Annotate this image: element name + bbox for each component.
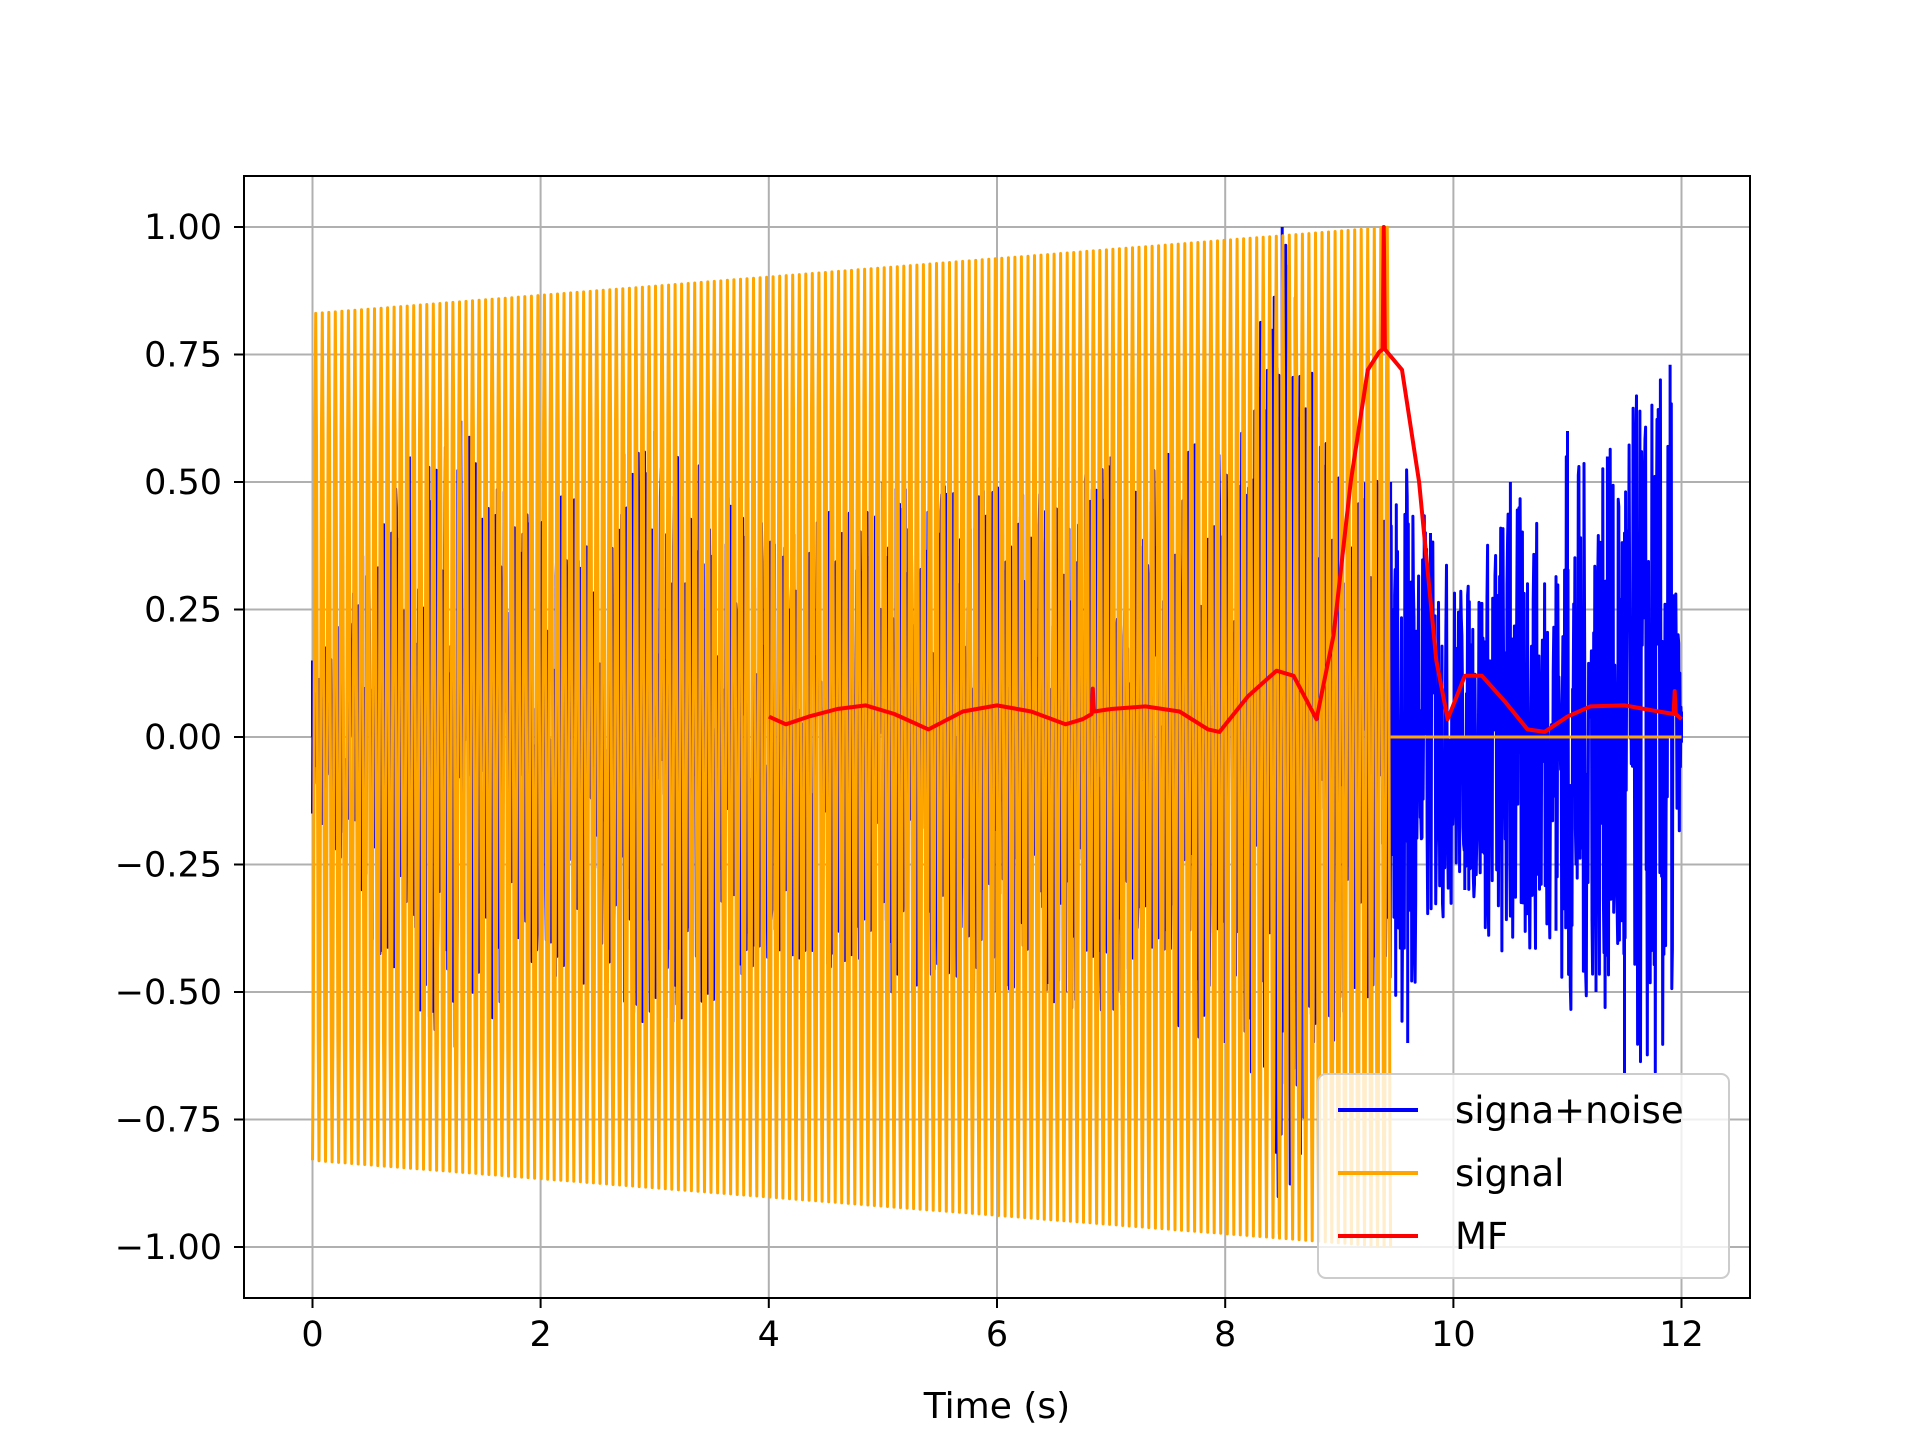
series-layer bbox=[311, 225, 1683, 1248]
y-tick-label: 0.50 bbox=[144, 463, 222, 503]
x-tick-label: 4 bbox=[758, 1315, 780, 1355]
x-tick-label: 8 bbox=[1214, 1315, 1236, 1355]
legend-label-signal: signal bbox=[1455, 1152, 1564, 1195]
y-tick-label: −0.75 bbox=[115, 1101, 222, 1141]
y-tick-label: 0.25 bbox=[144, 591, 222, 631]
x-tick-label: 10 bbox=[1431, 1315, 1476, 1355]
y-tick-label: −0.50 bbox=[115, 973, 222, 1013]
y-tick-label: 1.00 bbox=[144, 208, 222, 248]
y-tick-label: −0.25 bbox=[115, 846, 222, 886]
x-axis-label: Time (s) bbox=[923, 1386, 1070, 1427]
x-tick-label: 6 bbox=[986, 1315, 1008, 1355]
legend-label-signa-noise: signa+noise bbox=[1455, 1089, 1684, 1132]
x-tick-label: 0 bbox=[301, 1315, 323, 1355]
series-signal-line bbox=[311, 225, 1682, 1248]
tick-layer: 0 2 4 6 8 10 12 1.00 0.75 0.50 0.25 0.00 −0.25 −0.50 −… bbox=[115, 208, 1704, 1355]
legend-box bbox=[1317, 1073, 1730, 1279]
x-tick-label: 12 bbox=[1659, 1315, 1704, 1355]
y-tick-label: 0.00 bbox=[144, 718, 222, 758]
y-tick-label: −1.00 bbox=[115, 1228, 222, 1268]
y-tick-label: 0.75 bbox=[144, 336, 222, 376]
legend: signa+noise signal MF bbox=[1317, 1073, 1730, 1279]
legend-label-mf: MF bbox=[1455, 1215, 1508, 1258]
series-mf-line bbox=[767, 225, 1683, 734]
x-tick-label: 2 bbox=[529, 1315, 551, 1355]
